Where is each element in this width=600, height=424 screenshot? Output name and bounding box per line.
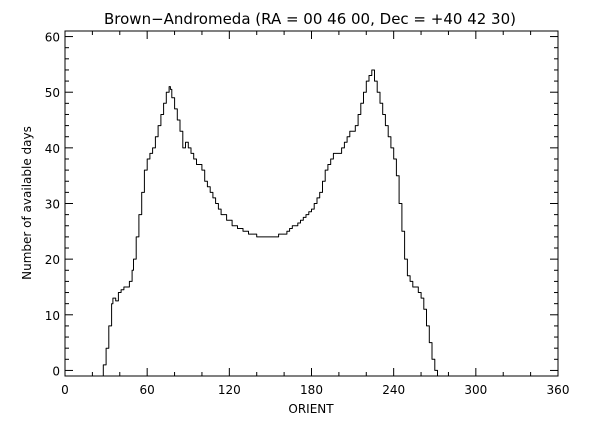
x-tick-label-0: 0 xyxy=(61,383,69,397)
plot-frame xyxy=(64,30,559,377)
x-axis-label: ORIENT xyxy=(288,402,334,416)
y-tick-label-20: 20 xyxy=(45,253,60,267)
chart-title: Brown−Andromeda (RA = 00 46 00, Dec = +4… xyxy=(104,10,516,28)
x-tick-label-180: 180 xyxy=(300,383,323,397)
y-tick-label-30: 30 xyxy=(45,198,60,212)
y-tick-label-10: 10 xyxy=(45,309,60,323)
x-tick-label-300: 300 xyxy=(464,383,487,397)
x-tick-label-120: 120 xyxy=(218,383,241,397)
x-tick-label-360: 360 xyxy=(547,383,570,397)
y-tick-label-50: 50 xyxy=(45,86,60,100)
x-tick-label-240: 240 xyxy=(382,383,405,397)
y-tick-label-0: 0 xyxy=(52,364,60,378)
x-axis: 0 60 120 180 240 300 360 xyxy=(61,31,569,397)
y-tick-label-40: 40 xyxy=(45,142,60,156)
series-line xyxy=(65,69,558,377)
y-tick-label-60: 60 xyxy=(45,31,60,45)
x-tick-label-60: 60 xyxy=(140,383,155,397)
y-axis-label: Number of available days xyxy=(20,126,34,280)
y-axis: 0 10 20 30 40 50 60 xyxy=(45,31,558,378)
